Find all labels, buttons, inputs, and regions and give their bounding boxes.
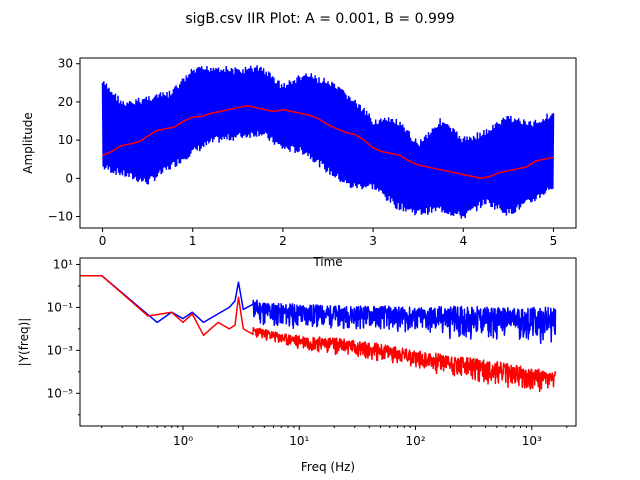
time-domain-x-label: Time bbox=[312, 255, 342, 269]
frequency-domain-x-ticks: 10⁰ 10¹ 10² 10³ bbox=[101, 426, 568, 448]
raw-signal-line bbox=[101, 65, 555, 219]
time-domain-series bbox=[101, 65, 555, 219]
x-tick-label: 5 bbox=[550, 234, 558, 248]
y-tick-label: 10 bbox=[58, 133, 73, 147]
y-tick-label: 10¹ bbox=[53, 257, 73, 271]
time-domain-y-ticks: −10 0 10 20 30 bbox=[48, 57, 80, 224]
frequency-domain-series bbox=[80, 274, 557, 393]
y-tick-label: 20 bbox=[58, 95, 73, 109]
y-tick-label: 10⁻³ bbox=[47, 343, 74, 357]
x-tick-label: 3 bbox=[369, 234, 377, 248]
x-tick-label: 10³ bbox=[522, 434, 542, 448]
time-domain-plot: 0 1 2 3 4 5 −10 0 10 20 30 Time Amplitude bbox=[21, 57, 577, 269]
x-tick-label: 2 bbox=[279, 234, 287, 248]
x-tick-label: 10² bbox=[405, 434, 425, 448]
frequency-domain-plot: 10⁰ 10¹ 10² 10³ 10⁻⁵ 10⁻³ 10⁻¹ 10¹ Freq (Hz) |… bbox=[17, 257, 577, 474]
y-tick-label: 10⁻⁵ bbox=[47, 386, 74, 400]
x-tick-label: 1 bbox=[189, 234, 197, 248]
y-tick-label: 10⁻¹ bbox=[47, 300, 74, 314]
x-tick-label: 10¹ bbox=[289, 434, 309, 448]
y-tick-label: −10 bbox=[48, 210, 73, 224]
y-tick-label: 0 bbox=[65, 171, 73, 185]
time-domain-y-label: Amplitude bbox=[21, 112, 35, 174]
time-domain-axes-frame bbox=[79, 57, 577, 229]
frequency-domain-x-label: Freq (Hz) bbox=[301, 460, 355, 474]
frequency-domain-y-label: |Y(freq)| bbox=[17, 318, 31, 367]
x-tick-label: 10⁰ bbox=[173, 434, 193, 448]
y-tick-label: 30 bbox=[58, 57, 73, 71]
filtered-signal-line bbox=[102, 105, 554, 180]
frequency-domain-y-ticks: 10⁻⁵ 10⁻³ 10⁻¹ 10¹ bbox=[47, 257, 80, 416]
figure-title: sigB.csv IIR Plot: A = 0.001, B = 0.999 bbox=[185, 11, 454, 27]
raw-spectrum-line bbox=[80, 274, 557, 345]
filtered-spectrum-line bbox=[80, 274, 557, 393]
x-tick-label: 4 bbox=[459, 234, 467, 248]
frequency-domain-axes-frame bbox=[79, 257, 577, 427]
time-domain-x-ticks: 0 1 2 3 4 5 bbox=[99, 228, 558, 248]
x-tick-label: 0 bbox=[99, 234, 107, 248]
